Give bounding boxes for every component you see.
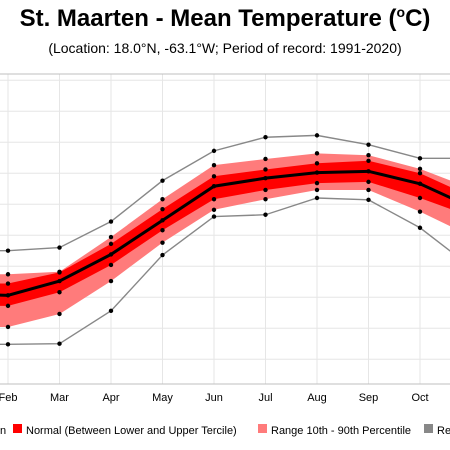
- p10-point: [263, 197, 268, 202]
- upper-tercile-point: [57, 270, 62, 275]
- chart-subtitle: (Location: 18.0°N, -63.1°W; Period of re…: [48, 40, 402, 56]
- x-tick-label: May: [152, 392, 173, 404]
- record-low-point: [366, 197, 371, 203]
- record-high-point: [417, 156, 423, 161]
- p90-point: [5, 272, 11, 277]
- upper-tercile-point: [366, 158, 371, 163]
- plot-frame: [0, 73, 450, 385]
- x-tick-label: Oct: [411, 392, 428, 404]
- legend-mean-label: n: [0, 425, 6, 437]
- mean-point: [314, 170, 320, 175]
- record-high-line: [0, 134, 450, 252]
- chart-title: St. Maarten - Mean Temperature (oC): [0, 4, 450, 33]
- chart-title-unit: C): [405, 5, 431, 32]
- upper-tercile-point: [108, 241, 114, 247]
- p90-point: [314, 151, 320, 156]
- degree-superscript: o: [396, 4, 406, 20]
- p90-point: [108, 234, 114, 240]
- normal-tercile-band: [0, 160, 450, 306]
- mean-point: [417, 181, 423, 186]
- lower-tercile-point: [263, 187, 268, 193]
- lower-tercile-point: [366, 179, 371, 185]
- mean-point: [5, 293, 11, 298]
- mean-point: [263, 175, 268, 181]
- record-high-point: [57, 245, 62, 250]
- upper-tercile-point: [417, 171, 423, 176]
- x-tick-label: Apr: [102, 392, 119, 404]
- legend-normal-label: Normal (Between Lower and Upper Tercile): [26, 425, 237, 437]
- x-tick-label: Feb: [0, 392, 17, 404]
- series-lines: [0, 134, 450, 346]
- legend-range-label: Range 10th - 90th Percentile: [271, 425, 411, 437]
- gridlines: [0, 74, 450, 384]
- p10-point: [366, 187, 371, 193]
- record-low-point: [108, 308, 114, 314]
- record-high-point: [314, 133, 320, 138]
- p90-point: [263, 156, 268, 162]
- p10-point: [5, 324, 11, 330]
- record-high-point: [108, 219, 114, 224]
- record-low-point: [417, 225, 423, 230]
- lower-tercile-point: [160, 228, 165, 233]
- upper-tercile-point: [160, 206, 165, 212]
- p10-point: [57, 311, 62, 317]
- record-low-point: [314, 195, 320, 201]
- record-low-point: [57, 341, 62, 346]
- p90-point: [417, 166, 423, 172]
- x-tick-label: Sep: [359, 392, 379, 404]
- p10-point: [417, 209, 423, 214]
- p10-point: [211, 207, 217, 212]
- p10-point: [314, 187, 320, 193]
- record-low-point: [211, 214, 217, 219]
- lower-tercile-point: [417, 195, 423, 201]
- record-high-point: [366, 142, 371, 147]
- p90-point: [160, 197, 165, 202]
- data-points: [5, 133, 423, 347]
- x-tick-label: Aug: [307, 392, 327, 404]
- legend-record-swatch: [424, 424, 433, 433]
- x-tick-label: Mar: [50, 392, 69, 404]
- legend-normal-swatch: [13, 424, 22, 433]
- p90-point: [366, 153, 371, 158]
- mean-point: [366, 169, 371, 174]
- mean-temperature-line: [0, 169, 450, 297]
- mean-point: [160, 218, 165, 223]
- mean-point: [211, 184, 217, 189]
- upper-tercile-point: [5, 281, 11, 286]
- mean-point: [108, 252, 114, 257]
- record-high-point: [160, 178, 165, 183]
- record-low-point: [263, 212, 268, 217]
- x-tick-label: Jul: [258, 392, 272, 404]
- chart-title-text: St. Maarten - Mean Temperature (: [19, 5, 397, 32]
- record-high-point: [5, 248, 11, 253]
- record-low-point: [160, 252, 165, 258]
- record-high-point: [263, 135, 268, 140]
- x-tick-label: Jun: [205, 392, 223, 404]
- lower-tercile-point: [57, 290, 62, 295]
- legend-range-swatch: [258, 424, 267, 433]
- record-low-point: [5, 342, 11, 347]
- lower-tercile-point: [211, 197, 217, 202]
- upper-tercile-point: [211, 174, 217, 179]
- legend: n Normal (Between Lower and Upper Tercil…: [0, 424, 450, 437]
- legend-record-label: Re: [437, 425, 450, 437]
- mean-point: [57, 278, 62, 284]
- bands: [0, 153, 450, 327]
- upper-tercile-point: [263, 167, 268, 172]
- lower-tercile-point: [108, 262, 114, 268]
- record-low-line: [0, 197, 450, 346]
- p10-point: [108, 278, 114, 284]
- record-high-point: [211, 148, 217, 154]
- lower-tercile-point: [314, 180, 320, 186]
- lower-tercile-point: [5, 303, 11, 309]
- p90-point: [211, 162, 217, 168]
- x-tick-labels: Feb Mar Apr May Jun Jul Aug Sep Oct: [0, 392, 429, 404]
- upper-tercile-point: [314, 161, 320, 166]
- p10-point: [160, 240, 165, 245]
